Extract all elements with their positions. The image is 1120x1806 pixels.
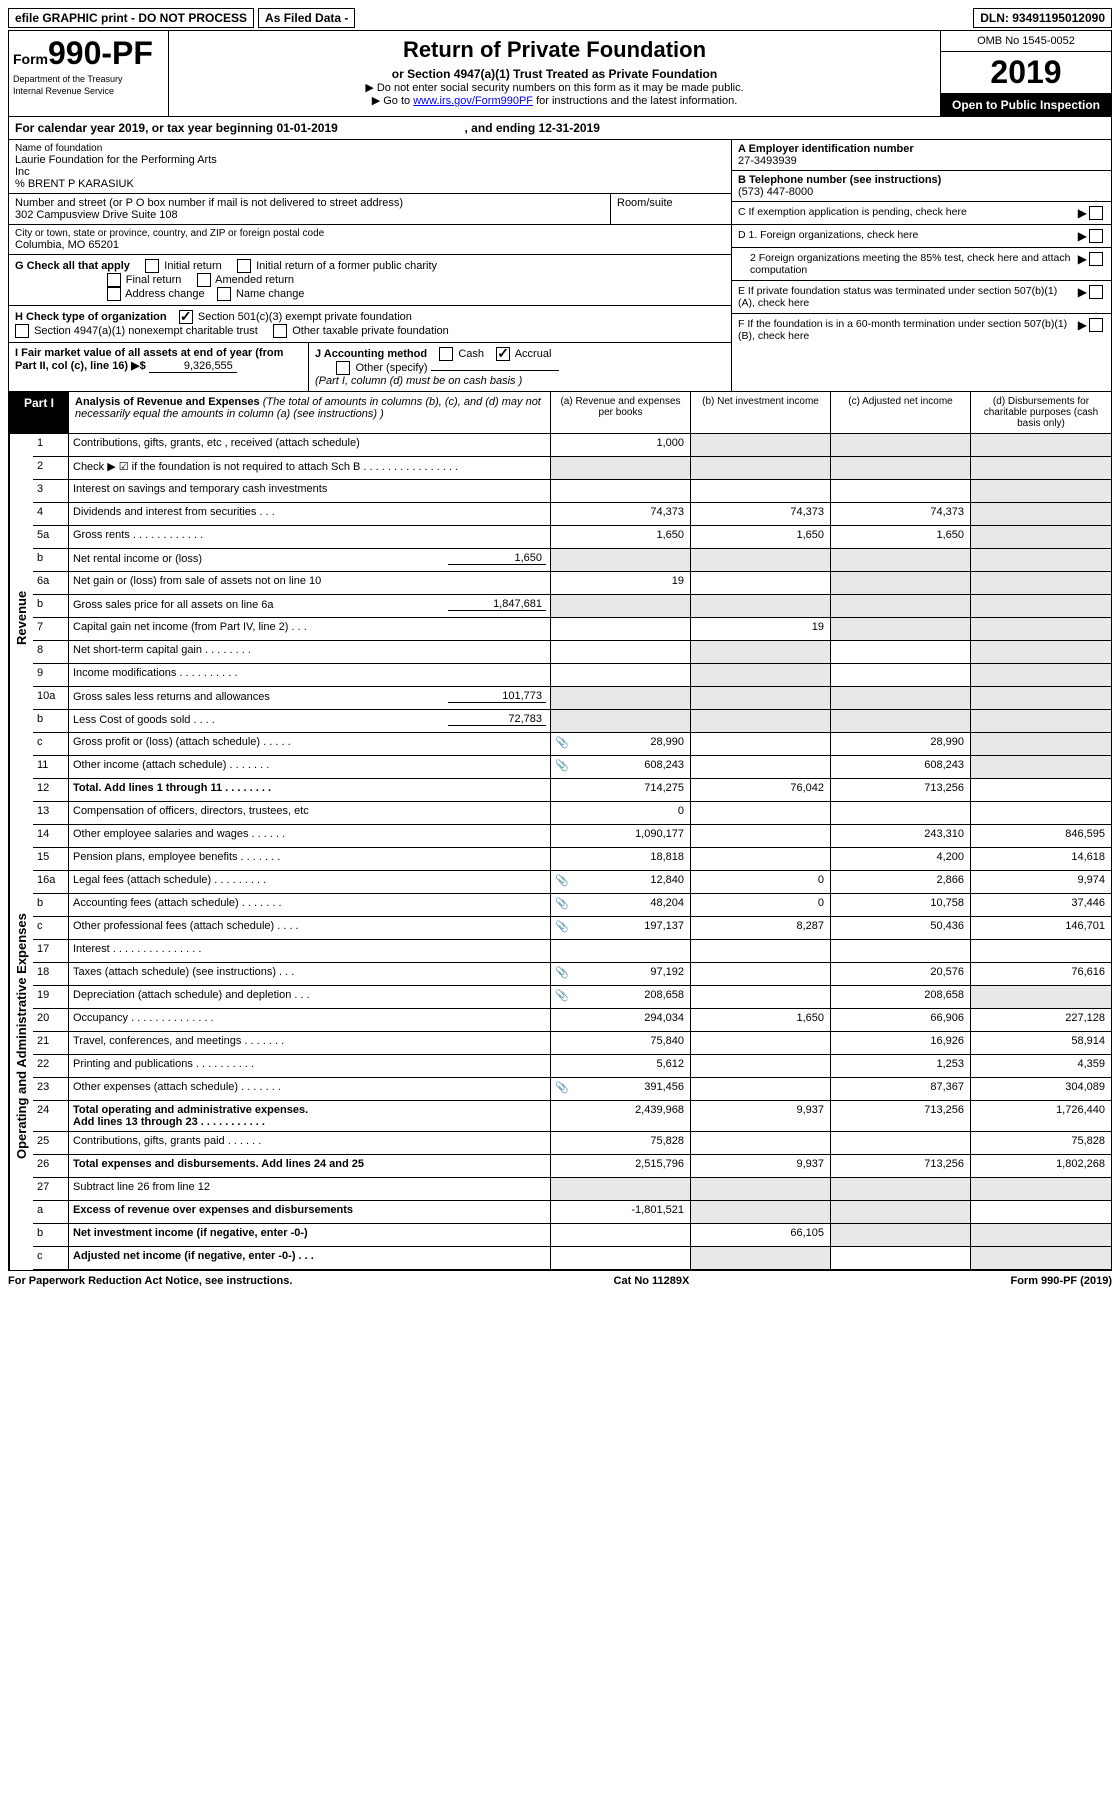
part1-table: Revenue1Contributions, gifts, grants, et… <box>8 434 1112 1271</box>
form-number: Form990-PF <box>13 35 164 72</box>
entity-info-grid: Name of foundation Laurie Foundation for… <box>8 140 1112 392</box>
checkbox-name-change[interactable] <box>217 287 231 301</box>
dln-value: 93491195012090 <box>1012 11 1105 25</box>
part-description: Analysis of Revenue and Expenses (The to… <box>69 392 551 433</box>
address-cell: Number and street (or P O box number if … <box>9 194 611 224</box>
ein-cell: A Employer identification number 27-3493… <box>732 140 1111 171</box>
section-d2: 2 Foreign organizations meeting the 85% … <box>732 248 1111 281</box>
part1-header: Part I Analysis of Revenue and Expenses … <box>8 392 1112 434</box>
form-id-block: Form990-PF Department of the Treasury In… <box>9 31 169 116</box>
section-g: G Check all that apply Initial return In… <box>9 255 731 306</box>
form-title-block: Return of Private Foundation or Section … <box>169 31 941 116</box>
section-h: H Check type of organization Section 501… <box>9 306 731 343</box>
page-footer: For Paperwork Reduction Act Notice, see … <box>8 1275 1112 1287</box>
checkbox-501c3[interactable] <box>179 310 193 324</box>
omb-number: OMB No 1545-0052 <box>941 31 1111 52</box>
form-subtitle: or Section 4947(a)(1) Trust Treated as P… <box>177 67 932 81</box>
col-b-header: (b) Net investment income <box>691 392 831 433</box>
form-note-2: ▶ Go to www.irs.gov/Form990PF for instru… <box>177 94 932 107</box>
open-to-public: Open to Public Inspection <box>941 94 1111 116</box>
dln-box: DLN: 93491195012090 <box>973 8 1112 28</box>
col-c-header: (c) Adjusted net income <box>831 392 971 433</box>
checkbox-d1[interactable] <box>1089 229 1103 243</box>
col-a-header: (a) Revenue and expenses per books <box>551 392 691 433</box>
checkbox-e[interactable] <box>1089 285 1103 299</box>
dln-label: DLN: <box>980 11 1009 25</box>
room-suite-cell: Room/suite <box>611 194 731 224</box>
form-note-1: ▶ Do not enter social security numbers o… <box>177 81 932 94</box>
calendar-year-row: For calendar year 2019, or tax year begi… <box>8 117 1112 140</box>
checkbox-other-method[interactable] <box>336 361 350 375</box>
city-state-cell: City or town, state or province, country… <box>9 225 731 255</box>
section-e: E If private foundation status was termi… <box>732 281 1111 314</box>
footer-left: For Paperwork Reduction Act Notice, see … <box>8 1275 292 1287</box>
fmv-value: 9,326,555 <box>149 360 237 373</box>
foundation-name-cell: Name of foundation Laurie Foundation for… <box>9 140 731 194</box>
section-i: I Fair market value of all assets at end… <box>9 343 309 391</box>
sidebar-revenue: Revenue <box>9 434 33 802</box>
checkbox-4947a1[interactable] <box>15 324 29 338</box>
checkbox-amended[interactable] <box>197 273 211 287</box>
section-f: F If the foundation is in a 60-month ter… <box>732 314 1111 346</box>
checkbox-other-taxable[interactable] <box>273 324 287 338</box>
section-j: J Accounting method Cash Accrual Other (… <box>309 343 731 391</box>
sidebar-expenses: Operating and Administrative Expenses <box>9 802 33 1270</box>
efile-notice: efile GRAPHIC print - DO NOT PROCESS <box>8 8 254 28</box>
checkbox-cash[interactable] <box>439 347 453 361</box>
section-c: C If exemption application is pending, c… <box>732 202 1111 225</box>
irs-link[interactable]: www.irs.gov/Form990PF <box>413 95 533 107</box>
part-tag: Part I <box>9 392 69 433</box>
checkbox-initial-former[interactable] <box>237 259 251 273</box>
phone-cell: B Telephone number (see instructions) (5… <box>732 171 1111 202</box>
dept-treasury: Department of the Treasury <box>13 74 164 84</box>
section-d1: D 1. Foreign organizations, check here ▶ <box>732 225 1111 248</box>
tax-year: 2019 <box>941 52 1111 94</box>
footer-mid: Cat No 11289X <box>614 1275 690 1287</box>
form-meta-block: OMB No 1545-0052 2019 Open to Public Ins… <box>941 31 1111 116</box>
as-filed-label: As Filed Data - <box>258 8 355 28</box>
checkbox-initial-return[interactable] <box>145 259 159 273</box>
checkbox-c[interactable] <box>1089 206 1103 220</box>
dept-irs: Internal Revenue Service <box>13 86 164 96</box>
checkbox-d2[interactable] <box>1089 252 1103 266</box>
form-header: Form990-PF Department of the Treasury In… <box>8 30 1112 117</box>
checkbox-accrual[interactable] <box>496 347 510 361</box>
checkbox-f[interactable] <box>1089 318 1103 332</box>
footer-right: Form 990-PF (2019) <box>1010 1275 1112 1287</box>
col-d-header: (d) Disbursements for charitable purpose… <box>971 392 1111 433</box>
checkbox-address-change[interactable] <box>107 287 121 301</box>
top-bar: efile GRAPHIC print - DO NOT PROCESS As … <box>8 8 1112 28</box>
form-title: Return of Private Foundation <box>177 37 932 63</box>
checkbox-final-return[interactable] <box>107 273 121 287</box>
